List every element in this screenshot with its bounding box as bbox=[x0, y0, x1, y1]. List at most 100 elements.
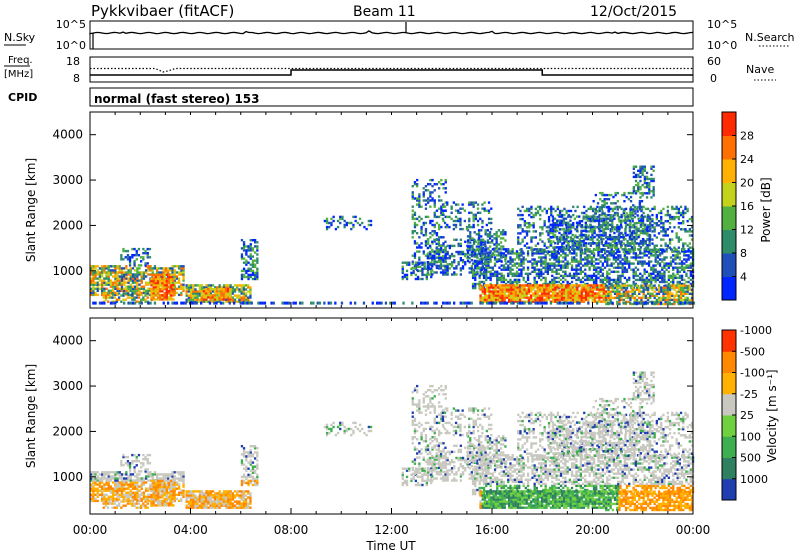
power-cell bbox=[675, 215, 678, 219]
power-cell bbox=[634, 192, 638, 195]
power-cell bbox=[532, 248, 535, 251]
power-cell bbox=[668, 240, 672, 243]
power-cell bbox=[101, 265, 104, 268]
power-cell bbox=[606, 244, 609, 247]
power-cell bbox=[601, 193, 604, 197]
power-cell bbox=[249, 292, 252, 295]
power-cell bbox=[638, 286, 641, 289]
power-cell bbox=[673, 246, 676, 249]
power-cell bbox=[558, 292, 561, 295]
power-cell bbox=[668, 296, 672, 300]
power-cell bbox=[418, 215, 421, 219]
power-cell bbox=[565, 286, 568, 289]
power-cell bbox=[428, 244, 432, 248]
power-cell bbox=[507, 264, 510, 267]
power-cell bbox=[544, 278, 547, 282]
power-cell bbox=[548, 254, 552, 257]
power-cell bbox=[672, 276, 675, 280]
power-cell bbox=[94, 291, 97, 295]
power-cell bbox=[611, 227, 614, 231]
power-cell bbox=[636, 248, 640, 251]
power-cell bbox=[651, 286, 654, 289]
power-cell bbox=[633, 209, 636, 213]
power-cell bbox=[498, 276, 501, 280]
power-cell bbox=[535, 250, 538, 253]
power-cell bbox=[617, 278, 620, 282]
power-cell bbox=[599, 260, 602, 263]
power-cell bbox=[185, 298, 188, 301]
power-cell bbox=[519, 213, 522, 217]
power-cell bbox=[478, 282, 481, 286]
power-cell bbox=[502, 268, 505, 271]
power-cell bbox=[136, 293, 139, 297]
power-cell bbox=[629, 222, 632, 225]
power-cell bbox=[624, 237, 627, 241]
power-cell bbox=[638, 244, 641, 247]
power-cell bbox=[630, 239, 634, 243]
power-cell bbox=[606, 227, 609, 231]
power-cell bbox=[497, 296, 500, 299]
power-cell bbox=[479, 298, 482, 301]
power-cell bbox=[516, 290, 520, 293]
power-cell bbox=[470, 211, 473, 214]
power-cell bbox=[491, 252, 494, 255]
power-cell bbox=[129, 296, 132, 299]
power-cell bbox=[530, 224, 533, 227]
power-cell bbox=[579, 262, 582, 265]
power-cell bbox=[610, 193, 613, 197]
power-cell bbox=[161, 286, 164, 289]
power-cell bbox=[147, 293, 150, 297]
power-cell bbox=[499, 298, 502, 301]
power-cell bbox=[102, 296, 105, 299]
power-cell bbox=[173, 287, 176, 290]
power-cell bbox=[114, 269, 117, 272]
power-cell bbox=[198, 290, 201, 293]
power-cell bbox=[688, 286, 691, 289]
power-cell bbox=[689, 266, 692, 269]
power-cell bbox=[541, 232, 544, 235]
power-cell bbox=[442, 273, 445, 276]
power-cell bbox=[411, 191, 414, 194]
power-cell bbox=[498, 248, 501, 251]
power-cell bbox=[466, 235, 470, 238]
power-cell bbox=[238, 290, 241, 293]
frequency-panel bbox=[89, 56, 694, 83]
power-cell bbox=[602, 217, 605, 220]
power-cell bbox=[629, 191, 633, 195]
power-cell bbox=[677, 240, 680, 243]
power-cell bbox=[116, 283, 119, 286]
power-cell bbox=[500, 278, 503, 282]
power-cell bbox=[140, 279, 143, 282]
power-cell bbox=[546, 266, 549, 269]
power-cell bbox=[602, 227, 605, 231]
power-cell bbox=[661, 276, 664, 280]
power-cell bbox=[554, 298, 557, 301]
power-cell bbox=[632, 188, 635, 191]
power-cell bbox=[485, 209, 488, 212]
power-cell bbox=[548, 282, 552, 286]
power-cell bbox=[416, 242, 419, 245]
power-cell bbox=[553, 266, 556, 269]
power-cell bbox=[431, 259, 434, 262]
power-cell bbox=[591, 292, 594, 295]
freq-left-tick-bottom: 8 bbox=[73, 72, 80, 85]
power-cell bbox=[618, 286, 621, 289]
power-cell bbox=[242, 269, 246, 273]
power-cell bbox=[103, 281, 106, 284]
power-cell bbox=[159, 284, 162, 287]
power-cell bbox=[455, 265, 458, 268]
power-cell bbox=[144, 252, 147, 255]
power-cell bbox=[643, 268, 646, 271]
power-cell bbox=[607, 246, 610, 249]
power-cell bbox=[420, 230, 423, 233]
power-cell bbox=[209, 290, 212, 293]
power-cell bbox=[105, 287, 108, 290]
power-cell bbox=[486, 286, 489, 289]
power-cell bbox=[639, 225, 642, 229]
power-cell bbox=[123, 281, 126, 284]
power-cell bbox=[651, 294, 654, 297]
power-cell bbox=[180, 293, 183, 297]
power-cell bbox=[675, 207, 678, 211]
power-cell bbox=[144, 264, 147, 267]
power-cell bbox=[657, 296, 661, 300]
